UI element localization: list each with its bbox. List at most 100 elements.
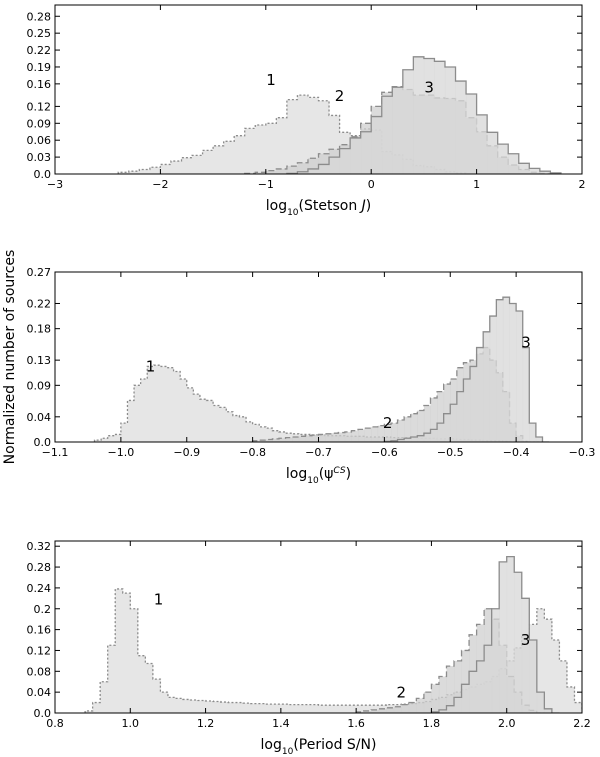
series-label-2: 2 xyxy=(397,683,407,701)
y-tick-label: 0.28 xyxy=(27,561,52,574)
axes-frame xyxy=(54,4,583,175)
hist-bar xyxy=(318,705,327,713)
y-tick-label: 0.03 xyxy=(27,151,52,164)
hist-bar xyxy=(213,145,225,174)
hist-bar xyxy=(371,116,383,174)
hist-bar xyxy=(265,704,274,713)
hist-bar xyxy=(392,87,404,174)
x-tick-label: 1.0 xyxy=(122,717,140,730)
x-tick-label: 0.8 xyxy=(46,717,64,730)
hist-bar xyxy=(307,168,319,174)
hist-bar xyxy=(404,416,412,442)
hist-bar xyxy=(130,608,139,713)
hist-bar xyxy=(430,397,438,442)
y-tick-label: 0.28 xyxy=(27,10,52,23)
x-tick-label: 1.8 xyxy=(423,717,441,730)
y-tick-label: 0.27 xyxy=(27,266,52,279)
hist-bar xyxy=(265,439,273,442)
hist-bar xyxy=(329,115,340,174)
hist-bar xyxy=(192,155,203,174)
x-tick-label: 1.4 xyxy=(272,717,290,730)
hist-bar xyxy=(246,421,254,442)
hist-bar xyxy=(326,705,334,713)
x-tick-label: −0.3 xyxy=(569,446,596,459)
x-tick-label: 1.2 xyxy=(197,717,215,730)
y-tick-label: 0.24 xyxy=(27,582,52,595)
hist-bar xyxy=(434,61,446,174)
hist-bar xyxy=(463,379,471,442)
hist-bar xyxy=(496,299,504,442)
hist-bar xyxy=(311,435,319,442)
hist-bar xyxy=(438,676,447,713)
hist-bar xyxy=(307,97,319,174)
hist-bar xyxy=(145,663,154,713)
hist-bar xyxy=(410,413,418,442)
hist-bar xyxy=(170,161,182,174)
hist-bar xyxy=(544,619,553,713)
hist-bar xyxy=(487,132,499,174)
y-tick-label: 0.22 xyxy=(27,297,52,310)
hist-bar xyxy=(476,114,488,174)
hist-bar xyxy=(186,387,194,442)
hist-bar xyxy=(364,428,372,442)
hist-bar xyxy=(219,407,227,442)
hist-bar xyxy=(446,666,455,713)
hist-bar xyxy=(508,153,520,174)
hist-bar xyxy=(338,432,346,442)
hist-bar xyxy=(122,593,131,713)
hist-bar xyxy=(450,404,458,442)
hist-bar xyxy=(518,163,530,174)
series-3-outline xyxy=(383,296,550,442)
hist-bar xyxy=(152,679,161,713)
x-tick-label: 0 xyxy=(368,178,375,191)
hist-bar xyxy=(292,436,300,442)
hist-bar xyxy=(413,56,425,174)
hist-bar xyxy=(437,391,445,442)
plot-area xyxy=(93,296,550,442)
hist-bar xyxy=(318,434,326,442)
x-tick-label: −1.1 xyxy=(42,446,69,459)
hist-bar xyxy=(120,423,128,442)
hist-bar xyxy=(378,708,387,713)
hist-bar xyxy=(318,100,330,174)
hist-bar xyxy=(258,703,267,713)
hist-bar xyxy=(198,700,206,713)
hist-bar xyxy=(160,164,172,174)
hist-bar xyxy=(333,705,342,713)
hist-bar xyxy=(476,347,484,442)
hist-bar xyxy=(228,702,237,713)
hist-bar xyxy=(100,681,109,713)
x-tick-label: −1 xyxy=(258,178,274,191)
hist-bar xyxy=(446,705,455,713)
hist-bar xyxy=(259,426,267,442)
hist-bar xyxy=(166,367,174,442)
hist-bar xyxy=(127,400,135,442)
x-tick-label: −3 xyxy=(47,178,63,191)
hist-bar xyxy=(401,704,410,713)
x-tick-label: 2 xyxy=(579,178,586,191)
hist-bar xyxy=(175,698,184,713)
hist-bar xyxy=(160,366,168,442)
hist-bar xyxy=(331,433,339,442)
hist-bar xyxy=(371,426,379,442)
hist-bar xyxy=(454,697,462,713)
x-tick-label: 1 xyxy=(473,178,480,191)
hist-bar xyxy=(483,331,491,442)
hist-bar xyxy=(516,311,524,442)
hist-bar xyxy=(529,168,541,174)
hist-bar xyxy=(417,435,425,442)
hist-bar xyxy=(529,423,537,442)
series-3-hist xyxy=(383,296,550,442)
hist-bar xyxy=(329,157,340,174)
hist-bar xyxy=(223,141,235,174)
x-axis-label: log10(Period S/N) xyxy=(261,737,377,757)
series-3-hist xyxy=(430,555,560,713)
hist-bar xyxy=(297,162,309,174)
hist-bar xyxy=(384,424,392,442)
y-tick-label: 0.12 xyxy=(27,100,52,113)
hist-bar xyxy=(410,436,418,442)
x-tick-label: 2.2 xyxy=(573,717,591,730)
plot-area xyxy=(117,56,562,174)
hist-bar xyxy=(341,705,350,713)
